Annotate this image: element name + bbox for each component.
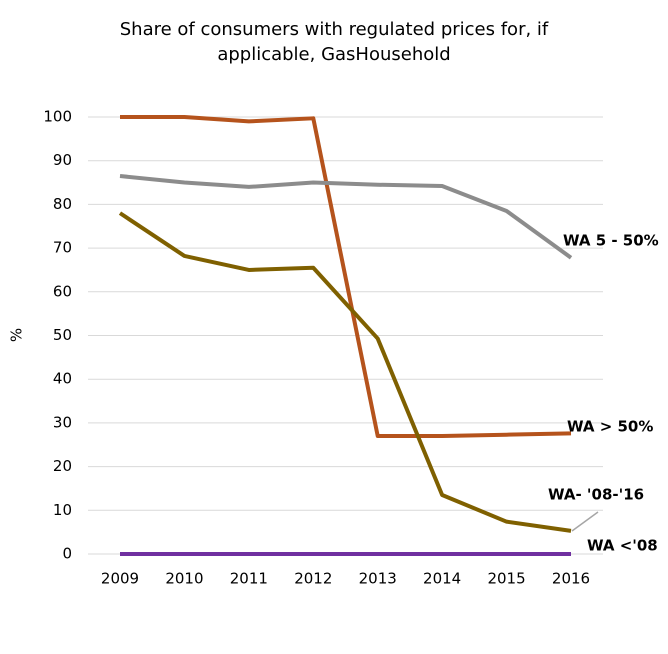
- chart-title: Share of consumers with regulated prices…: [120, 19, 549, 40]
- x-tick-label: 2011: [230, 570, 268, 588]
- series-line: [118, 211, 572, 533]
- y-tick-label: 90: [53, 151, 72, 169]
- x-tick-label: 2009: [101, 570, 139, 588]
- y-tick-label: 10: [53, 501, 72, 519]
- x-tick-label: 2015: [487, 570, 525, 588]
- series-label: WA <'08: [587, 537, 658, 555]
- x-tick-label: 2013: [359, 570, 397, 588]
- x-tick-label: 2012: [294, 570, 332, 588]
- y-tick-label: 80: [53, 195, 72, 213]
- series-label: WA 5 - 50%: [563, 232, 659, 250]
- series-line: [120, 115, 572, 439]
- x-tick-label: 2014: [423, 570, 461, 588]
- y-tick-label: 70: [53, 239, 72, 257]
- y-tick-label: 60: [53, 282, 72, 300]
- y-tick-label: 0: [62, 545, 72, 563]
- y-tick-label: 100: [43, 108, 72, 126]
- y-tick-label: 50: [53, 326, 72, 344]
- y-axis-label: %: [8, 328, 26, 342]
- x-tick-label: 2010: [165, 570, 203, 588]
- series-label: WA > 50%: [567, 418, 653, 436]
- series-label: WA- '08-'16: [548, 486, 644, 504]
- y-tick-label: 40: [53, 370, 72, 388]
- series-line: [119, 174, 573, 260]
- y-tick-label: 30: [53, 413, 72, 431]
- x-tick-label: 2016: [552, 570, 590, 588]
- chart-title: applicable, GasHousehold: [217, 44, 450, 65]
- y-tick-label: 20: [53, 457, 72, 475]
- leader-line: [571, 511, 599, 532]
